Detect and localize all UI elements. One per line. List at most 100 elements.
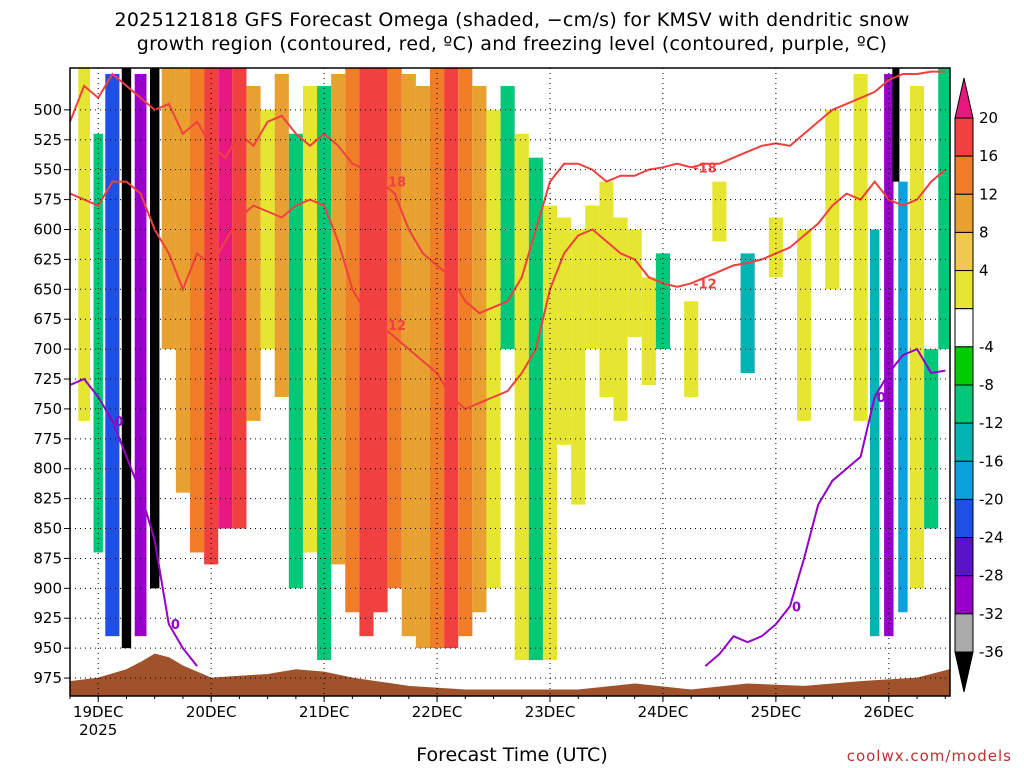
omega-column-42 <box>684 301 699 397</box>
colorbar-label-0: 20 <box>979 109 998 127</box>
omega-column-36 <box>585 205 600 350</box>
y-tick-label-18: 950 <box>33 639 62 657</box>
chart-title-line1: 2025121818 GFS Forecast Omega (shaded, −… <box>114 9 910 31</box>
omega-column-31 <box>514 133 529 661</box>
plot-frame <box>69 67 951 697</box>
y-tick-label-4: 600 <box>33 220 62 238</box>
omega-column-54 <box>924 349 939 529</box>
colorbar-label-4: 4 <box>979 262 989 280</box>
omega-column-5 <box>150 68 160 589</box>
y-tick-label-16: 900 <box>33 579 62 597</box>
omega-column-26 <box>444 68 459 649</box>
omega-column-30 <box>500 85 515 350</box>
contour-label-1-0: -12 <box>383 319 407 334</box>
colorbar-swatch-12 <box>954 575 974 615</box>
colorbar-swatch-2 <box>954 193 974 233</box>
omega-column-39 <box>627 229 642 338</box>
y-tick-label-12: 800 <box>33 460 62 478</box>
omega-column-28 <box>472 85 487 613</box>
contour-line-0 <box>70 70 946 315</box>
omega-column-14 <box>274 73 289 397</box>
colorbar-swatch-8 <box>954 422 974 462</box>
y-tick-label-0: 500 <box>33 101 62 119</box>
contour-label-2-1: 0 <box>171 618 180 633</box>
omega-column-7 <box>175 68 190 493</box>
x-tick-label-7: 26DEC <box>864 703 915 721</box>
omega-column-41 <box>655 253 670 350</box>
colorbar-swatch-3 <box>954 231 974 272</box>
y-tick-label-19: 975 <box>33 669 62 687</box>
omega-column-15 <box>288 133 303 589</box>
colorbar-label-10: -24 <box>979 529 1004 547</box>
omega-column-3 <box>121 68 132 649</box>
colorbar-swatch-4 <box>954 270 974 310</box>
x-tick-label-1: 20DEC <box>186 703 237 721</box>
omega-column-20 <box>359 68 374 637</box>
omega-column-0 <box>78 68 90 421</box>
omega-column-52 <box>898 181 908 613</box>
colorbar-label-7: -12 <box>979 414 1004 432</box>
y-tick-label-5: 625 <box>33 250 62 268</box>
contour-label-0-0: -18 <box>383 176 407 191</box>
colorbar-swatch-10 <box>954 498 974 539</box>
omega-column-37 <box>599 181 614 397</box>
y-tick-label-8: 700 <box>33 340 62 358</box>
omega-column-49 <box>870 229 880 637</box>
y-tick-label-7: 675 <box>33 310 62 328</box>
x-tick-label-3: 22DEC <box>412 703 463 721</box>
y-tick-label-11: 775 <box>33 430 62 448</box>
omega-column-21 <box>373 68 388 613</box>
credit-text[interactable]: coolwx.com/models <box>846 747 1012 765</box>
terrain <box>70 653 950 696</box>
colorbar-top-arrow <box>954 77 974 119</box>
omega-column-18 <box>331 73 346 565</box>
contour-label-3-1: 0 <box>877 391 886 406</box>
omega-column-34 <box>557 217 572 445</box>
omega-column-2 <box>105 73 120 637</box>
omega-column-45 <box>768 217 783 278</box>
omega-column-48 <box>853 73 868 421</box>
y-tick-label-3: 575 <box>33 191 62 209</box>
omega-column-8 <box>190 68 205 553</box>
omega-column-47 <box>825 109 840 290</box>
omega-column-9 <box>204 68 219 565</box>
contour-line-3 <box>704 347 946 667</box>
omega-column-11 <box>232 68 247 529</box>
colorbar-swatch-9 <box>954 460 974 500</box>
omega-column-55 <box>938 68 950 350</box>
omega-column-22 <box>387 68 402 589</box>
y-tick-label-17: 925 <box>33 609 62 627</box>
omega-column-19 <box>345 68 360 613</box>
colorbar-swatch-11 <box>954 537 974 577</box>
omega-column-24 <box>415 85 430 649</box>
omega-column-10 <box>218 68 233 529</box>
omega-column-53 <box>910 85 925 589</box>
colorbar-label-11: -28 <box>979 567 1004 585</box>
omega-column-51 <box>892 68 900 182</box>
x-tick-label-0-year: 2025 <box>79 721 117 739</box>
x-tick-label-6: 25DEC <box>751 703 802 721</box>
contour-line-1 <box>70 168 946 411</box>
colorbar-swatch-6 <box>954 346 974 386</box>
contour-label-0-1: -18 <box>693 161 717 176</box>
omega-column-43 <box>712 181 727 242</box>
y-tick-label-14: 850 <box>33 520 62 538</box>
y-tick-label-1: 525 <box>33 131 62 149</box>
omega-column-13 <box>260 109 275 350</box>
colorbar-label-9: -20 <box>979 490 1004 508</box>
contour-label-1-1: -12 <box>693 277 717 292</box>
colorbar-label-8: -16 <box>979 452 1004 470</box>
colorbar-label-3: 8 <box>979 223 989 241</box>
x-tick-label-4: 23DEC <box>525 703 576 721</box>
x-tick-label-0: 19DEC <box>73 703 124 721</box>
colorbar-label-1: 16 <box>979 147 998 165</box>
omega-column-29 <box>486 109 501 589</box>
y-tick-label-10: 750 <box>33 400 62 418</box>
colorbar-swatch-7 <box>954 384 974 424</box>
colorbar-label-6: -8 <box>979 376 994 394</box>
colorbar-label-2: 12 <box>979 185 998 203</box>
omega-column-44 <box>740 253 755 374</box>
y-tick-label-15: 875 <box>33 549 62 567</box>
colorbar-swatch-5 <box>954 308 974 348</box>
